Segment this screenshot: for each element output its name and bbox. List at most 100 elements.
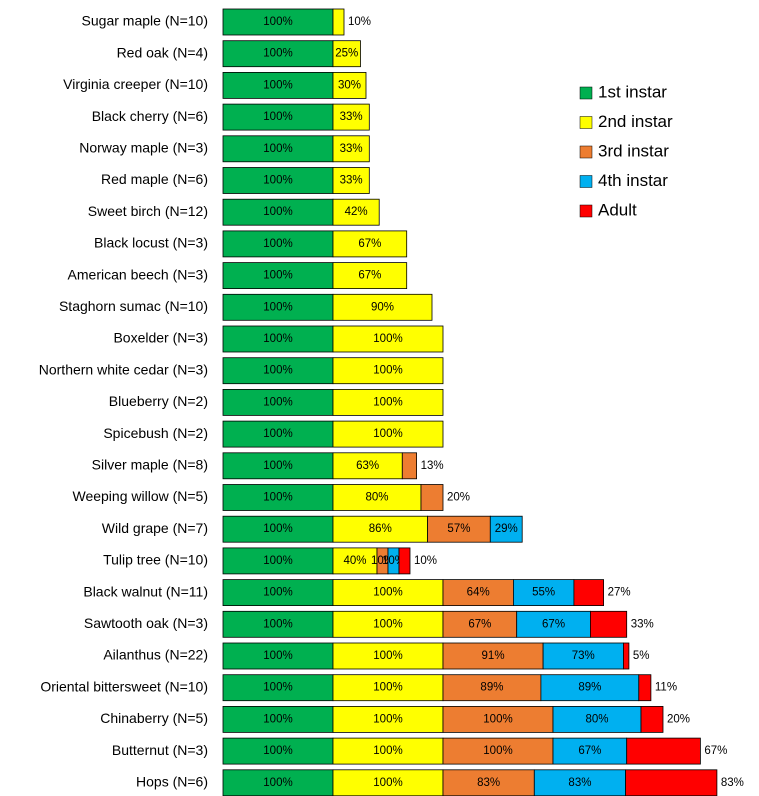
- value-label: 29%: [495, 523, 518, 535]
- value-label: 5%: [633, 650, 650, 662]
- bar-segment: [222, 198, 334, 226]
- category-label: Oriental bittersweet (N=10): [40, 678, 208, 694]
- bar-segment: [626, 737, 701, 765]
- bar-segment: [590, 610, 628, 638]
- value-label: 100%: [263, 111, 292, 123]
- bar-segment: [442, 737, 554, 765]
- bar-segment: [489, 515, 523, 543]
- legend-label: 4th instar: [598, 171, 668, 190]
- category-label: Butternut (N=3): [112, 742, 208, 758]
- value-label: 100%: [373, 745, 402, 757]
- bar-segment: [222, 167, 334, 194]
- value-label: 100%: [263, 270, 292, 282]
- value-label: 80%: [585, 713, 608, 725]
- bar-segment: [623, 642, 630, 670]
- bar-segment: [442, 769, 535, 796]
- legend-label: Adult: [598, 200, 637, 219]
- value-label: 100%: [373, 682, 402, 694]
- value-label: 100%: [263, 745, 292, 757]
- bar-segment: [222, 674, 334, 702]
- value-label: 33%: [631, 618, 654, 630]
- value-label: 100%: [263, 175, 292, 187]
- value-label: 20%: [667, 713, 690, 725]
- value-label: 73%: [572, 650, 595, 662]
- value-label: 42%: [345, 206, 368, 218]
- bar-segment: [401, 452, 417, 480]
- bar-segment: [516, 610, 591, 638]
- value-label: 100%: [263, 682, 292, 694]
- bar-segment: [332, 103, 370, 131]
- value-label: 89%: [578, 682, 601, 694]
- bar-segment: [638, 674, 652, 702]
- legend-label: 1st instar: [598, 82, 667, 101]
- value-label: 83%: [568, 777, 591, 789]
- bar-segment: [513, 579, 575, 606]
- bar-segment: [542, 642, 624, 670]
- bar-segment: [427, 515, 491, 543]
- category-label: Sweet birch (N=12): [88, 203, 208, 219]
- category-label: Silver maple (N=8): [92, 457, 208, 473]
- bar-segment: [332, 293, 433, 321]
- bar-segment: [332, 40, 361, 68]
- value-label: 100%: [263, 238, 292, 250]
- value-label: 40%: [343, 555, 366, 567]
- value-label: 100%: [263, 16, 292, 28]
- value-label: 100%: [263, 618, 292, 630]
- category-label: Spicebush (N=2): [103, 425, 208, 441]
- value-label: 33%: [340, 143, 363, 155]
- bar-segment: [442, 674, 542, 702]
- value-label: 27%: [608, 587, 631, 599]
- bar-segment: [442, 579, 514, 606]
- bar-segment: [222, 357, 334, 385]
- value-label: 55%: [532, 587, 555, 599]
- bar-segment: [420, 484, 444, 511]
- value-label: 57%: [447, 523, 470, 535]
- category-label: Sugar maple (N=10): [82, 13, 208, 29]
- bar-segment: [222, 8, 334, 36]
- value-label: 83%: [477, 777, 500, 789]
- bar-segment: [332, 769, 444, 796]
- value-label: 67%: [468, 618, 491, 630]
- value-label: 100%: [373, 777, 402, 789]
- bar-segment: [222, 452, 334, 480]
- legend-swatch: [579, 204, 593, 218]
- bar-segment: [222, 262, 334, 290]
- value-label: 100%: [263, 492, 292, 504]
- value-label: 67%: [542, 618, 565, 630]
- category-label: Black walnut (N=11): [83, 583, 208, 599]
- bar-segment: [332, 452, 403, 480]
- bar-segment: [540, 674, 640, 702]
- value-label: 100%: [263, 79, 292, 91]
- bar-segment: [332, 325, 444, 353]
- bar-segment: [222, 230, 334, 258]
- bar-segment: [332, 135, 370, 163]
- bar-segment: [332, 706, 444, 733]
- bar-segment: [332, 198, 380, 226]
- bar-segment: [332, 610, 444, 638]
- value-label: 64%: [467, 587, 490, 599]
- value-label: 10%: [348, 16, 371, 28]
- bar-segment: [625, 769, 718, 796]
- bar-segment: [332, 484, 422, 511]
- legend-swatch: [579, 175, 593, 188]
- value-label: 100%: [263, 460, 292, 472]
- value-label: 100%: [373, 618, 402, 630]
- value-label: 100%: [263, 301, 292, 313]
- value-label: 100%: [263, 555, 292, 567]
- value-label: 100%: [263, 48, 292, 60]
- bar-segment: [222, 769, 334, 796]
- bar-segment: [332, 72, 367, 99]
- category-label: Chinaberry (N=5): [100, 710, 208, 726]
- value-label: 86%: [369, 523, 392, 535]
- value-label: 100%: [263, 143, 292, 155]
- value-label: 100%: [263, 587, 292, 599]
- value-label: 100%: [263, 396, 292, 408]
- category-label: Staghorn sumac (N=10): [59, 298, 208, 314]
- bar-segment: [222, 579, 334, 606]
- value-label: 67%: [578, 745, 601, 757]
- category-label: Black locust (N=3): [94, 235, 208, 251]
- value-label: 25%: [335, 48, 358, 60]
- category-label: Boxelder (N=3): [113, 330, 208, 346]
- bar-segment: [332, 737, 444, 765]
